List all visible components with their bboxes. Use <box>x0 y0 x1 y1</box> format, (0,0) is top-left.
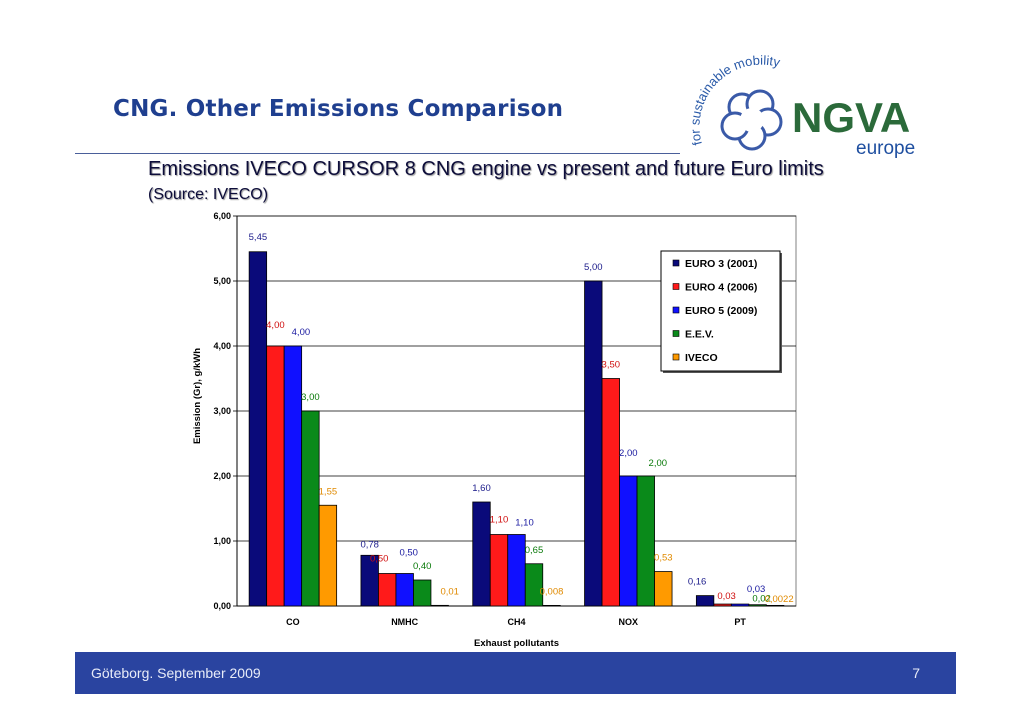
legend-item: E.E.V. <box>685 329 714 341</box>
bar-pt-1 <box>713 603 732 607</box>
data-label: 0,53 <box>654 553 673 564</box>
bar-nmhc-2 <box>395 573 414 607</box>
data-label: 0,0022 <box>765 594 794 605</box>
bar-pt-0 <box>695 595 715 607</box>
bar-co-0 <box>248 251 268 607</box>
bar-pt-3 <box>748 604 767 607</box>
y-tick-label: 6,00 <box>213 211 231 221</box>
legend-swatch <box>672 330 680 337</box>
footer-bar: Göteborg. September 2009 7 <box>75 652 956 694</box>
logo-brand: NGVA <box>792 94 910 141</box>
bar-nox-3 <box>636 475 655 607</box>
data-label: 0,008 <box>540 586 564 597</box>
bar-pt-4 <box>765 604 785 607</box>
x-tick-label: CO <box>286 617 300 627</box>
bar-nox-1 <box>601 378 620 607</box>
bar-ch4-1 <box>489 534 509 607</box>
bar-co-3 <box>301 410 320 607</box>
data-label: 0,65 <box>525 545 544 556</box>
data-label: 4,00 <box>292 327 311 338</box>
ngva-logo: for sustainable mobility NGVA europe <box>687 53 915 159</box>
data-label: 4,00 <box>266 320 285 331</box>
flower-icon <box>720 89 783 151</box>
x-tick-label: PT <box>734 617 746 627</box>
title-divider <box>75 153 680 154</box>
data-label: 0,02 <box>752 594 771 605</box>
y-tick-label: 2,00 <box>213 471 231 481</box>
data-label: 5,00 <box>584 262 603 273</box>
footer-text: Göteborg. September 2009 <box>91 665 261 681</box>
bar-pt-2 <box>730 603 750 607</box>
data-label: 1,55 <box>319 486 338 497</box>
bar-nox-2 <box>619 475 638 607</box>
legend-swatch <box>672 283 680 290</box>
legend-item: EURO 4 (2006) <box>685 282 757 294</box>
data-label: 0,78 <box>360 539 379 550</box>
y-tick-label: 5,00 <box>213 276 231 286</box>
bar-nmhc-3 <box>413 579 432 607</box>
bar-co-4 <box>318 504 338 607</box>
y-tick-label: 1,00 <box>213 536 231 546</box>
data-label: 2,00 <box>619 448 638 459</box>
data-label: 0,03 <box>747 584 766 595</box>
legend-swatch <box>672 353 680 361</box>
emissions-chart: 0,00 1,00 2,00 3,00 4,00 5,00 6,00 5,45 0,78 1,60… <box>192 211 797 649</box>
data-label: 0,50 <box>370 554 389 565</box>
data-label: 0,16 <box>688 577 707 588</box>
data-label: 3,50 <box>602 360 621 371</box>
x-tick-label: NOX <box>619 617 639 627</box>
data-label: 0,01 <box>440 586 459 597</box>
bar-nox-0 <box>584 280 603 607</box>
bar-ch4-3 <box>524 563 544 607</box>
slide-title: CNG. Other Emissions Comparison <box>113 96 564 122</box>
bar-nmhc-1 <box>378 573 397 607</box>
x-tick-label: CH4 <box>507 617 525 627</box>
legend-swatch <box>672 259 680 267</box>
bar-co-2 <box>283 345 303 607</box>
page-number: 7 <box>912 665 920 681</box>
legend-item: EURO 3 (2001) <box>685 258 757 270</box>
x-tick-label: NMHC <box>391 617 418 627</box>
data-label: 0,50 <box>399 548 418 559</box>
data-label: 5,45 <box>249 232 268 243</box>
x-axis-title: Exhaust pollutants <box>474 638 559 649</box>
bar-ch4-4 <box>542 604 561 607</box>
y-axis-title: Emission (Gr), g/kWh <box>192 348 203 444</box>
bar-co-1 <box>266 345 285 607</box>
data-label: 0,40 <box>413 561 432 572</box>
y-tick-label: 3,00 <box>213 406 231 416</box>
legend-item: EURO 5 (2009) <box>685 305 757 317</box>
data-label: 1,10 <box>515 518 534 529</box>
legend-item: IVECO <box>685 352 718 364</box>
legend-box <box>660 250 781 372</box>
bar-ch4-0 <box>472 501 491 607</box>
data-label: 2,00 <box>649 458 668 469</box>
y-tick-label: 4,00 <box>213 341 231 351</box>
source-note: (Source: IVECO) <box>148 186 269 203</box>
logo-sub: europe <box>856 138 915 159</box>
legend-swatch <box>672 306 680 314</box>
data-label: 1,60 <box>472 483 491 494</box>
bar-nox-4 <box>654 571 673 607</box>
data-label: 3,00 <box>301 392 320 403</box>
slide-subtitle: Emissions IVECO CURSOR 8 CNG engine vs p… <box>148 158 824 180</box>
bar-nmhc-4 <box>430 604 449 607</box>
bar-ch4-2 <box>507 534 526 607</box>
data-label: 1,10 <box>490 515 509 526</box>
data-label: 0,03 <box>717 591 736 602</box>
y-tick-label: 0,00 <box>213 601 231 611</box>
